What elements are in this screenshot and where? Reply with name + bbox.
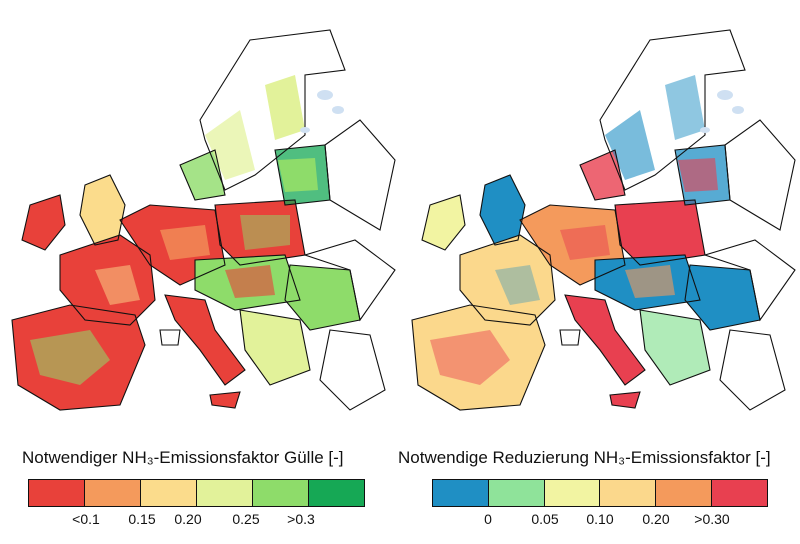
right-tick-label: 0.05	[531, 511, 559, 527]
left-swatch-2	[85, 480, 141, 506]
right-swatch-1	[433, 480, 489, 506]
right-tick-label: 0.20	[642, 511, 670, 527]
left-tick-label: <0.1	[72, 511, 100, 527]
left-swatch-6	[309, 480, 364, 506]
left-map-borders	[11, 29, 396, 411]
left-map-panel	[0, 0, 400, 430]
right-legend-title: Notwendige Reduzierung NH₃-Emissionsfakt…	[398, 448, 771, 467]
right-swatch-3	[544, 480, 601, 506]
right-map-borders	[411, 29, 796, 411]
right-swatch-2	[488, 480, 545, 506]
right-europe-map	[411, 29, 796, 411]
right-tick-label: 0.10	[586, 511, 614, 527]
left-swatch-4	[197, 480, 253, 506]
left-tick-label: >0.3	[287, 511, 315, 527]
left-map-fill	[12, 75, 360, 410]
right-map-fill	[412, 75, 760, 410]
left-swatch-3	[141, 480, 197, 506]
right-lakes	[700, 90, 744, 133]
left-tick-label: 0.20	[174, 511, 202, 527]
left-tick-label: 0.15	[128, 511, 156, 527]
left-lakes	[300, 90, 344, 133]
right-swatch-4	[600, 480, 657, 506]
right-swatch-5	[656, 480, 713, 506]
left-europe-map	[11, 29, 396, 411]
left-legend-title: Notwendiger NH₃-Emissionsfaktor Gülle [-…	[22, 448, 344, 467]
right-swatch-6	[712, 480, 767, 506]
left-tick-label: 0.25	[232, 511, 260, 527]
left-colorbar	[28, 479, 365, 507]
right-map-panel	[400, 0, 800, 430]
left-swatch-5	[253, 480, 309, 506]
left-swatch-1	[29, 480, 85, 506]
right-tick-label: >0.30	[694, 511, 730, 527]
right-colorbar	[432, 479, 768, 507]
right-tick-label: 0	[484, 511, 492, 527]
